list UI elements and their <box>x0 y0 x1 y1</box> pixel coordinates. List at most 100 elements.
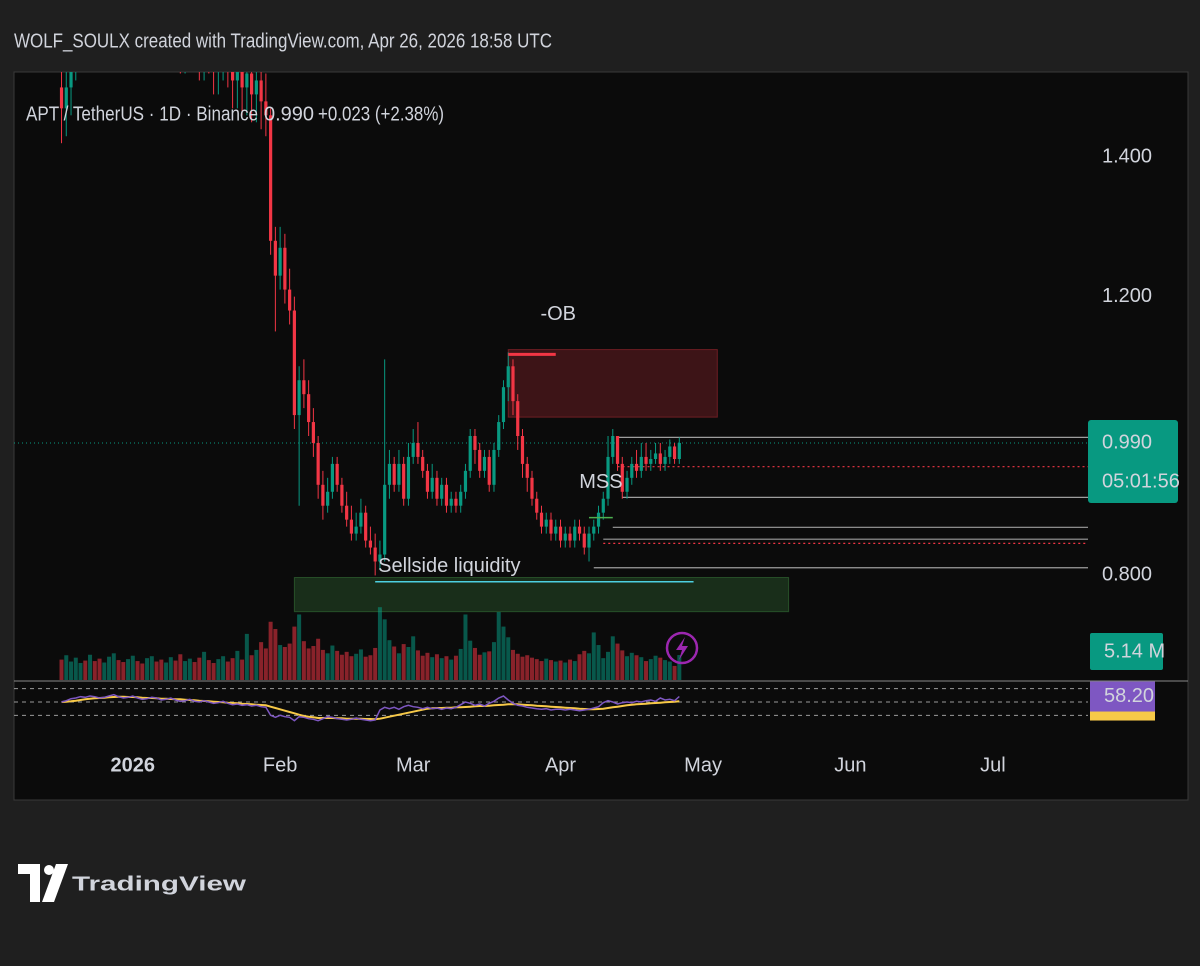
volume-bar <box>216 659 221 680</box>
volume-bar <box>306 648 311 680</box>
volume-bar <box>301 641 306 680</box>
candle-body <box>378 554 382 562</box>
volume-bar <box>268 621 273 680</box>
volume-bar <box>320 649 325 680</box>
volume-bar <box>648 659 653 680</box>
volume-bar <box>316 638 321 680</box>
volume-bar <box>520 656 525 680</box>
candle-body <box>302 380 306 395</box>
candle-body <box>506 366 510 388</box>
candle-body <box>487 456 491 485</box>
sellside-label: Sellside liquidity <box>378 555 520 577</box>
volume-bar <box>292 626 297 680</box>
volume-bar <box>235 650 240 680</box>
volume-bar <box>677 655 682 680</box>
volume-bar <box>278 645 283 680</box>
candle-body <box>563 533 567 541</box>
candle-body <box>425 470 430 492</box>
volume-bar <box>349 656 354 680</box>
candle-body <box>283 247 287 290</box>
volume-bar <box>363 656 368 680</box>
volume-bar <box>197 657 202 680</box>
volume-bar <box>539 661 544 680</box>
price-pane <box>14 72 1088 680</box>
logo-mark-dot <box>44 865 54 875</box>
candle-body <box>345 505 349 520</box>
candle-body <box>359 512 363 527</box>
candle-body <box>297 380 301 416</box>
candle-body <box>478 449 482 471</box>
candle-body <box>544 519 548 527</box>
volume-bar <box>587 653 592 680</box>
candle-body <box>373 547 377 562</box>
volume-bar <box>477 654 482 680</box>
candle-body <box>330 463 334 492</box>
volume-bar <box>453 655 458 680</box>
volume-bar <box>387 640 392 680</box>
volume-bar <box>225 661 230 680</box>
volume-bar <box>259 642 264 680</box>
volume-bar <box>88 654 93 680</box>
rsi-box <box>1090 681 1155 712</box>
volume-bar <box>149 656 154 680</box>
volume-bar <box>392 646 397 680</box>
volume-bar <box>596 645 601 680</box>
volume-bar <box>491 642 496 680</box>
rsi-label: 58.20 <box>1104 685 1154 707</box>
volume-bar <box>330 645 335 680</box>
x-tick-label: Jun <box>834 754 866 776</box>
candle-body <box>459 491 463 506</box>
volume-bar <box>615 643 620 680</box>
volume-bar <box>663 660 668 680</box>
zone <box>507 349 718 418</box>
volume-bar <box>187 658 192 680</box>
volume-bar <box>653 655 658 680</box>
volume-bar <box>672 665 677 680</box>
volume-bar <box>625 656 630 680</box>
volume-bar <box>568 659 573 680</box>
candle-body <box>311 422 315 443</box>
alert-circle <box>665 631 699 665</box>
volume-bar <box>344 651 349 680</box>
legend-symbol: APT / TetherUS · 1D · Binance <box>26 103 258 125</box>
volume-bar <box>107 656 112 680</box>
candle-body <box>449 498 453 506</box>
candle-body <box>364 512 368 541</box>
volume-bar <box>577 654 582 680</box>
volume-bar <box>515 653 520 680</box>
alert-icon[interactable] <box>665 631 699 665</box>
volume-bar <box>549 660 553 680</box>
candle-body <box>516 401 520 436</box>
volume-bar <box>487 651 492 680</box>
footer-logo: TradingView <box>18 864 247 902</box>
candle-body <box>501 387 506 423</box>
candle-body <box>644 456 648 464</box>
candle-body <box>611 436 615 457</box>
volume-bar <box>406 646 411 680</box>
volume-bar <box>496 612 501 680</box>
candle-body <box>397 463 401 485</box>
volume-bar <box>591 632 596 680</box>
candle-body <box>639 456 643 471</box>
candle-body <box>520 436 525 464</box>
volume-bar <box>287 643 292 680</box>
candle-body <box>402 463 406 499</box>
mss-label: MSS <box>579 471 622 493</box>
candle-body <box>634 463 639 471</box>
volume-bar <box>525 655 530 680</box>
volume-bar <box>658 657 663 680</box>
volume-bar <box>145 658 150 680</box>
axes: 2026 Feb Mar Apr May Jun Jul 0.800 1.200 1.400 -OB… <box>111 145 1180 776</box>
volume-bar <box>282 646 287 680</box>
volume-bar <box>173 660 178 680</box>
volume-bar <box>206 660 211 680</box>
volume-bar <box>164 662 169 680</box>
volume-bar <box>311 646 316 680</box>
volume-bar <box>126 659 131 680</box>
footer-brand: TradingView <box>72 873 247 895</box>
x-tick-label: May <box>684 754 722 776</box>
volume-bar <box>78 663 83 680</box>
logo-mark-right <box>42 864 68 902</box>
rsi-pane <box>14 688 1088 722</box>
